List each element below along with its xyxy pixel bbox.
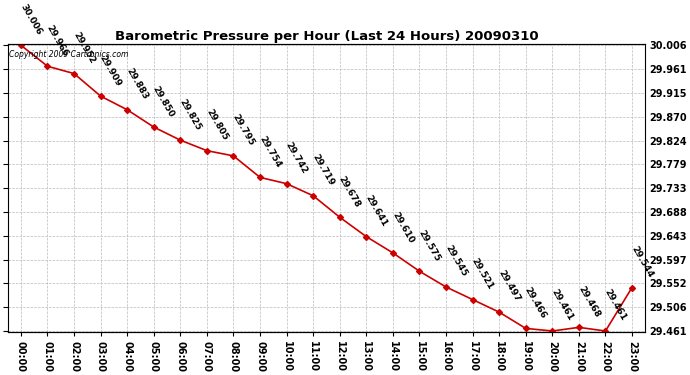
Text: 29.805: 29.805	[204, 108, 229, 142]
Text: 29.754: 29.754	[257, 134, 283, 169]
Text: 29.909: 29.909	[98, 53, 123, 88]
Text: 29.825: 29.825	[177, 97, 203, 132]
Text: 29.952: 29.952	[71, 30, 97, 65]
Text: Copyright 2009 Cartronics.com: Copyright 2009 Cartronics.com	[9, 50, 128, 59]
Text: 29.719: 29.719	[310, 153, 336, 188]
Text: 29.610: 29.610	[390, 210, 415, 244]
Text: 29.641: 29.641	[364, 194, 388, 228]
Text: 30.006: 30.006	[18, 3, 43, 37]
Text: 29.497: 29.497	[496, 269, 522, 304]
Text: 29.850: 29.850	[151, 84, 176, 119]
Text: 29.461: 29.461	[549, 288, 575, 322]
Text: 29.795: 29.795	[230, 113, 256, 148]
Text: 29.742: 29.742	[284, 141, 309, 176]
Title: Barometric Pressure per Hour (Last 24 Hours) 20090310: Barometric Pressure per Hour (Last 24 Ho…	[115, 30, 538, 43]
Text: 29.544: 29.544	[629, 244, 655, 279]
Text: 29.966: 29.966	[45, 23, 70, 58]
Text: 29.521: 29.521	[470, 256, 495, 291]
Text: 29.461: 29.461	[602, 288, 628, 322]
Text: 29.678: 29.678	[337, 174, 362, 209]
Text: 29.545: 29.545	[443, 244, 469, 279]
Text: 29.466: 29.466	[523, 285, 548, 320]
Text: 29.883: 29.883	[124, 67, 150, 101]
Text: 29.468: 29.468	[576, 284, 602, 319]
Text: 29.575: 29.575	[417, 228, 442, 263]
